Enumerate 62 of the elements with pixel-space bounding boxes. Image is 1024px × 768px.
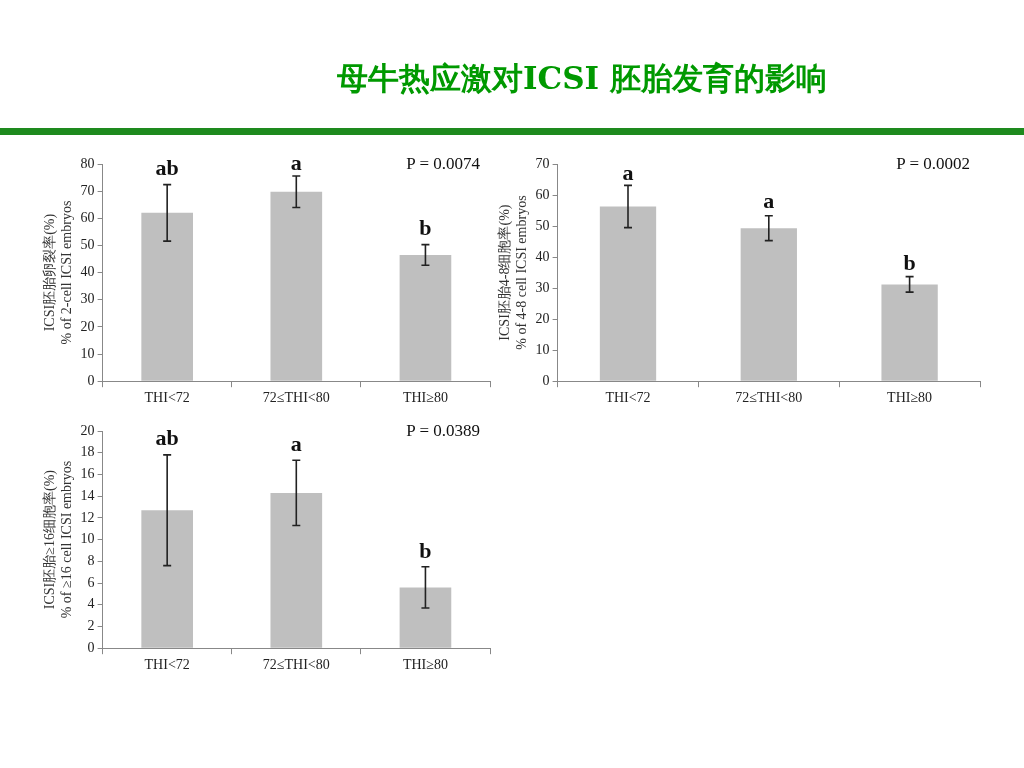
y-tick-label: 10	[535, 341, 550, 357]
bar	[399, 587, 452, 648]
annotation: ab	[155, 425, 179, 451]
y-tick-label: 70	[80, 182, 95, 198]
y-tick-label: 20	[80, 318, 95, 334]
x-tick-label: 72≤THI<80	[262, 390, 330, 406]
x-tick-label: THI≥80	[402, 390, 448, 406]
y-tick-label: 0	[87, 639, 95, 655]
y-tick-label: 18	[80, 444, 95, 460]
y-axis-title: ICSI胚胎4-8细胞率(%) % of 4-8 cell ICSI embryos	[497, 195, 529, 350]
annotation: P = 0.0389	[406, 420, 480, 440]
y-tick-label: 50	[80, 237, 95, 253]
x-tick-label: THI<72	[144, 657, 190, 673]
y-axis-title: ICSI胚胎≥16细胞率(%) % of ≥16 cell ICSI embryos	[42, 460, 74, 619]
y-tick-label: 50	[535, 217, 550, 233]
annotation: b	[903, 250, 916, 276]
annotation: a	[763, 188, 775, 214]
y-tick-label: 40	[535, 248, 550, 264]
annotation: a	[290, 149, 302, 175]
y-tick-label: 30	[535, 279, 550, 295]
x-tick-label: THI≥80	[887, 390, 933, 406]
y-tick-label: 6	[87, 574, 95, 590]
y-tick-label: 14	[80, 487, 95, 503]
annotation: P = 0.0074	[406, 153, 481, 173]
x-tick-label: THI≥80	[402, 657, 448, 673]
x-tick-label: THI<72	[605, 390, 651, 406]
annotation: P = 0.0002	[896, 153, 970, 173]
y-tick-label: 2	[87, 618, 95, 634]
bar	[270, 191, 323, 381]
bar	[881, 284, 938, 381]
y-tick-label: 10	[80, 345, 95, 361]
y-tick-label: 12	[80, 509, 95, 525]
y-tick-label: 80	[80, 155, 95, 171]
y-tick-label: 0	[87, 372, 95, 388]
bar	[599, 206, 657, 381]
x-tick-label: 72≤THI<80	[735, 390, 803, 406]
annotation: ab	[155, 154, 179, 180]
y-tick-label: 60	[80, 209, 95, 225]
y-axis-title: ICSI胚胎卵裂率(%) % of 2-cell ICSI embryos	[42, 200, 74, 345]
annotation: b	[419, 214, 432, 240]
bar	[740, 228, 797, 381]
x-tick-label: THI<72	[144, 390, 190, 406]
text: 母牛热应激对ICSI 胚胎发育的影响	[336, 59, 828, 98]
y-tick-label: 10	[80, 531, 95, 547]
y-tick-label: 20	[80, 422, 95, 438]
y-tick-label: 40	[80, 264, 95, 280]
y-tick-label: 0	[542, 372, 550, 388]
bar	[141, 510, 193, 648]
y-tick-label: 60	[535, 186, 550, 202]
bar	[399, 254, 452, 381]
y-tick-label: 20	[535, 310, 550, 326]
annotation: a	[622, 160, 634, 186]
y-tick-label: 16	[80, 466, 95, 482]
y-tick-label: 8	[87, 552, 95, 568]
annotation: b	[419, 538, 432, 564]
annotation: a	[290, 430, 302, 456]
y-tick-label: 30	[80, 291, 95, 307]
x-tick-label: 72≤THI<80	[262, 657, 330, 673]
y-tick-label: 4	[87, 596, 95, 612]
bar	[141, 212, 193, 381]
bar	[270, 492, 323, 648]
y-tick-label: 70	[535, 155, 550, 171]
